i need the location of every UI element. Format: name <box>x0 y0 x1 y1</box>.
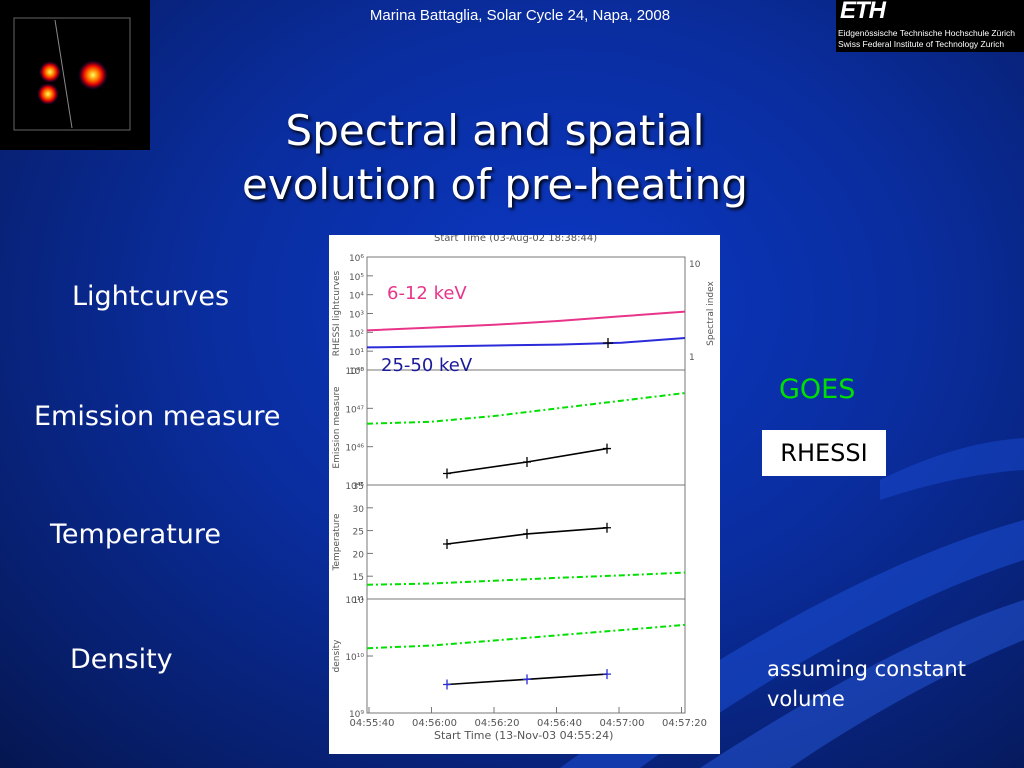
rhessi-data-point <box>443 539 451 550</box>
ytick-label: 30 <box>353 505 365 515</box>
series-goes-density <box>366 623 686 650</box>
ytick-right-label: 1 <box>689 353 695 363</box>
ytick-label: 20 <box>353 550 365 560</box>
rhessi-data-point <box>603 669 611 680</box>
xtick-label: 04:55:40 <box>350 718 395 729</box>
ytick-label: 10⁴⁸ <box>345 367 364 377</box>
ytick-label: 10 <box>353 596 365 606</box>
ytick-label: 10⁴ <box>349 292 364 302</box>
xtick-label: 04:56:00 <box>412 718 457 729</box>
legend-rhessi: RHESSI <box>762 430 886 476</box>
ytick-label: 10⁴⁵ <box>345 482 364 492</box>
ytick-label: 10³ <box>349 311 364 321</box>
plot-frames <box>366 256 686 714</box>
slide-title-line1: Spectral and spatial <box>285 106 705 155</box>
panel-frame-lightcurves <box>366 256 686 371</box>
label-density: Density <box>70 644 173 675</box>
panel-frame-temperature <box>366 484 686 600</box>
rhessi-data-point <box>523 674 531 685</box>
series-low-energy <box>366 310 686 332</box>
eth-logo: ETH Eidgenössische Technische Hochschule… <box>836 0 1024 52</box>
rhessi-data-point <box>523 457 531 467</box>
panel-frame-density <box>366 598 686 714</box>
series-goes-emission_measure <box>366 392 686 425</box>
rhessi-data-point <box>443 679 451 690</box>
label-temperature: Temperature <box>50 519 222 550</box>
note-constant-volume: assuming constant volume <box>767 657 966 711</box>
ylabel-right: Spectral index <box>706 281 716 346</box>
xtick-label: 04:56:40 <box>537 718 582 729</box>
plot-series <box>366 310 686 690</box>
ytick-right-label: 10 <box>689 260 701 270</box>
ylabel-temperature: Temperature <box>332 513 342 571</box>
series-label-6-12-kev: 6-12 keV <box>387 283 467 304</box>
ylabel-emission_measure: Emission measure <box>332 386 342 469</box>
ytick-label: 10⁰ <box>349 367 364 377</box>
ytick-label: 10⁵ <box>349 273 364 283</box>
ytick-label: 10⁴⁶ <box>345 444 364 454</box>
ylabel-lightcurves: RHESSI lightcurves <box>332 270 342 356</box>
xtick-label: 04:57:00 <box>600 718 645 729</box>
ytick-label: 10⁶ <box>349 254 364 264</box>
slide-title: Spectral and spatial evolution of pre-he… <box>130 104 860 212</box>
plot-canvas: Start Time (03-Aug-02 18:38:44) 10⁰10¹10… <box>332 235 716 742</box>
eth-logo-line2: Swiss Federal Institute of Technology Zu… <box>838 39 1005 49</box>
rhessi-image-thumbnail <box>0 0 150 150</box>
series-high-energy <box>366 337 686 349</box>
ytick-label: 10¹⁰ <box>345 653 364 663</box>
series-label-25-50-kev: 25-50 keV <box>381 355 473 376</box>
eth-logo-word: ETH <box>840 0 886 24</box>
ytick-label: 10⁴⁷ <box>345 405 364 415</box>
slide-title-line2: evolution of pre-heating <box>242 160 748 209</box>
multi-panel-plot: Start Time (03-Aug-02 18:38:44) 10⁰ 10¹ 10… <box>329 235 720 754</box>
ytick-label: 10⁹ <box>349 710 364 720</box>
plot-xlabel: Start Time (13-Nov-03 04:55:24) <box>434 729 613 742</box>
rhessi-data-point <box>523 528 531 539</box>
ytick-label: 25 <box>353 528 364 538</box>
ytick-label: 10¹¹ <box>345 596 364 606</box>
lightcurve-marker <box>603 338 613 348</box>
ytick-label: 15 <box>353 573 364 583</box>
plot-top-title: Start Time (03-Aug-02 18:38:44) <box>434 235 597 244</box>
ytick-label: 35 <box>353 482 364 492</box>
series-goes-temperature <box>366 571 686 586</box>
xtick-label: 04:56:20 <box>475 718 520 729</box>
ylabel-density: density <box>332 639 342 673</box>
rhessi-data-point <box>603 443 611 454</box>
rhessi-data-point <box>443 468 451 479</box>
label-lightcurves: Lightcurves <box>72 281 230 312</box>
legend-goes: GOES <box>779 374 856 405</box>
header-credit: Marina Battaglia, Solar Cycle 24, Napa, … <box>369 7 671 24</box>
rhessi-data-point <box>603 522 611 533</box>
ytick-label: 10¹ <box>349 348 364 358</box>
ytick-label: 10² <box>349 329 364 339</box>
panel-frame-emission_measure <box>366 369 686 486</box>
plot-ticks: 10⁰ 10¹ 10² 10³ 10⁴ 10⁵ 10⁶ RHESSI lightcurves S… <box>332 254 716 729</box>
xtick-label: 04:57:20 <box>662 718 707 729</box>
eth-logo-line1: Eidgenössische Technische Hochschule Zür… <box>838 28 1016 38</box>
label-emission-measure: Emission measure <box>34 401 281 432</box>
